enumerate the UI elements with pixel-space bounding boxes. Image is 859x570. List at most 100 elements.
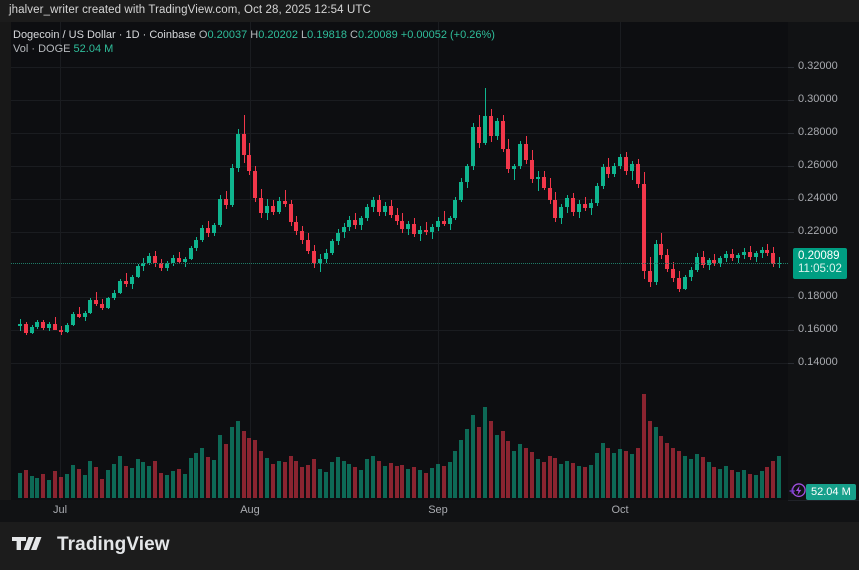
- volume-bar: [601, 442, 605, 498]
- volume-bar: [736, 472, 740, 498]
- price-axis[interactable]: 0.20089 11:05:02 52.04 M 0.32000 0.30000 0…: [788, 22, 859, 522]
- candle-body: [312, 251, 316, 264]
- current-price-time: 11:05:02: [798, 263, 842, 276]
- volume-bar: [471, 415, 475, 498]
- candle-body: [200, 228, 204, 241]
- tradingview-logo[interactable]: TradingView: [12, 534, 170, 556]
- legend-symbol[interactable]: Dogecoin / US Dollar · 1D · Coinbase: [13, 29, 196, 41]
- volume-bar: [112, 463, 116, 498]
- volume-bar: [536, 459, 540, 498]
- volume-bar: [453, 450, 457, 498]
- volume-bar: [18, 472, 22, 498]
- volume-bar: [442, 466, 446, 498]
- price-axis-tick-mark: [788, 67, 794, 68]
- left-gutter: [0, 22, 11, 522]
- chart-container[interactable]: Dogecoin / US Dollar · 1D · Coinbase O0.…: [0, 22, 859, 522]
- candle-body: [259, 198, 263, 214]
- volume-bar: [618, 449, 622, 498]
- volume-bar: [159, 472, 163, 498]
- candle-wick: [55, 317, 56, 327]
- volume-legend-label[interactable]: Vol · DOGE: [13, 43, 71, 55]
- grid-line-horizontal: [11, 297, 788, 298]
- volume-bar: [88, 461, 92, 498]
- price-axis-tick: 0.18000: [798, 290, 838, 302]
- legend-close-label: C: [350, 29, 358, 41]
- candle-body: [530, 159, 534, 179]
- volume-bar: [365, 459, 369, 498]
- candle-body: [430, 227, 434, 232]
- price-axis-tick: 0.30000: [798, 93, 838, 105]
- volume-bar: [100, 478, 104, 498]
- price-axis-tick-mark: [788, 297, 794, 298]
- volume-bar: [136, 459, 140, 498]
- time-axis[interactable]: Jul Aug Sep Oct: [0, 500, 788, 522]
- volume-bar: [165, 475, 169, 498]
- candle-body: [395, 214, 399, 222]
- grid-line-horizontal: [11, 199, 788, 200]
- volume-bar: [242, 431, 246, 498]
- volume-bar: [277, 460, 281, 498]
- candle-body: [77, 314, 81, 317]
- price-axis-tick-mark: [788, 330, 794, 331]
- candle-body: [412, 223, 416, 235]
- volume-legend: Vol · DOGE 52.04 M: [13, 43, 113, 55]
- plot-area[interactable]: [11, 22, 788, 500]
- volume-bar: [118, 455, 122, 498]
- candle-body: [701, 256, 705, 265]
- candle-wick: [426, 222, 427, 236]
- candle-body: [389, 205, 393, 215]
- candle-body: [94, 300, 98, 305]
- price-axis-tick: 0.16000: [798, 323, 838, 335]
- candle-body: [24, 323, 28, 334]
- candle-body: [630, 163, 634, 171]
- candle-body: [577, 204, 581, 213]
- volume-bar: [412, 467, 416, 498]
- current-price-line: [11, 263, 788, 264]
- volume-bar: [436, 463, 440, 498]
- candle-body: [589, 203, 593, 208]
- candle-body: [242, 133, 246, 155]
- volume-bar: [342, 460, 346, 498]
- candle-body: [471, 126, 475, 167]
- price-axis-tick: 0.14000: [798, 356, 838, 368]
- candle-body: [718, 257, 722, 263]
- candle-body: [665, 255, 669, 270]
- candle-body: [442, 220, 446, 224]
- candle-wick: [714, 253, 715, 266]
- volume-bar: [247, 437, 251, 498]
- volume-bar: [53, 471, 57, 498]
- candle-body: [453, 199, 457, 218]
- volume-bar: [300, 467, 304, 498]
- candle-body: [236, 133, 240, 168]
- volume-bar: [371, 455, 375, 498]
- volume-bar: [677, 450, 681, 498]
- volume-bar: [542, 462, 546, 498]
- candle-body: [294, 222, 298, 231]
- legend-high-label: H: [250, 29, 259, 41]
- grid-line-horizontal: [11, 363, 788, 364]
- volume-bar: [689, 459, 693, 498]
- grid-line-vertical: [438, 22, 439, 500]
- candle-body: [65, 324, 69, 333]
- candle-body: [553, 200, 557, 219]
- volume-bar: [418, 470, 422, 498]
- candle-body: [459, 181, 463, 200]
- candle-body: [165, 262, 169, 269]
- volume-bar: [336, 457, 340, 498]
- volume-bar: [94, 467, 98, 498]
- candle-body: [648, 271, 652, 282]
- volume-bar: [612, 452, 616, 498]
- candle-body: [342, 227, 346, 233]
- candle-body: [765, 250, 769, 253]
- price-axis-tick-mark: [788, 166, 794, 167]
- candle-wick: [538, 170, 539, 192]
- volume-bar: [30, 476, 34, 498]
- price-axis-tick: 0.32000: [798, 60, 838, 72]
- volume-bar: [459, 439, 463, 498]
- time-axis-tick: Sep: [428, 504, 448, 516]
- price-axis-tick-mark: [788, 199, 794, 200]
- attribution-text: jhalver_writer created with TradingView.…: [9, 4, 371, 16]
- volume-bar: [324, 472, 328, 498]
- time-axis-tick: Oct: [611, 504, 629, 516]
- candle-body: [512, 166, 516, 169]
